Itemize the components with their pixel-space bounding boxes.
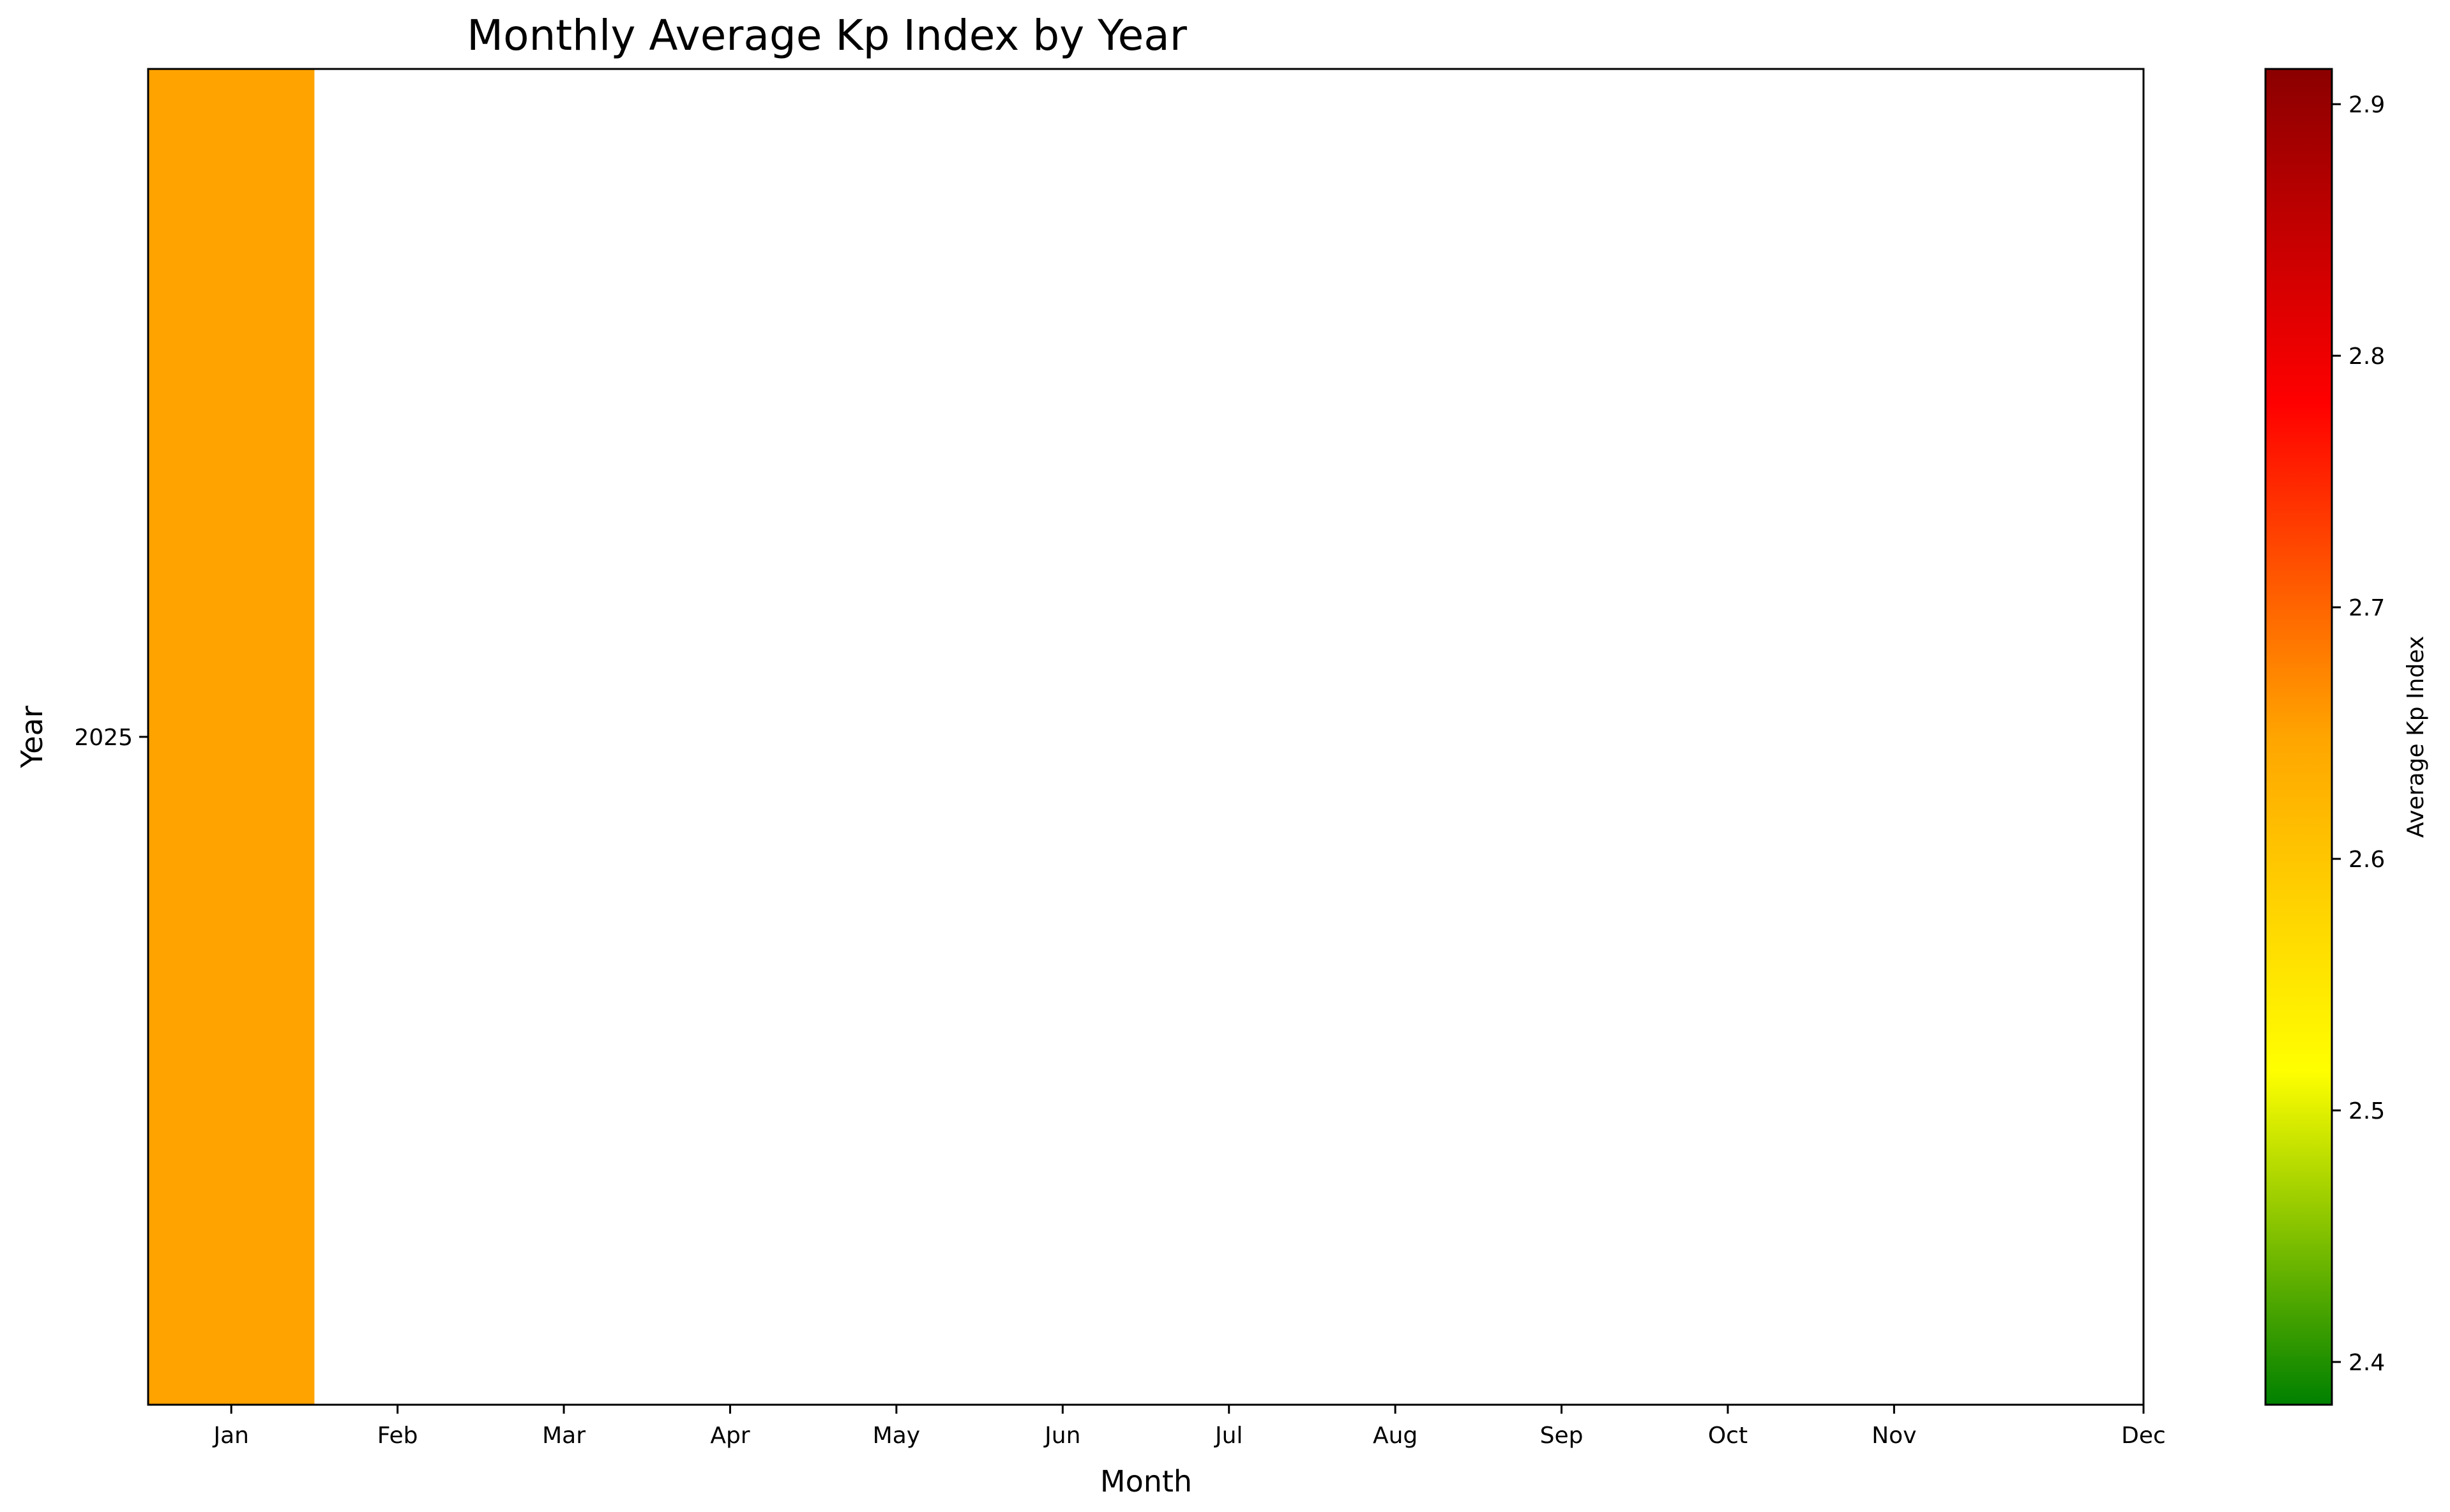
x-tick-label: Jul xyxy=(1214,1423,1243,1449)
x-axis-label: Month xyxy=(1100,1464,1192,1499)
x-tick-label: May xyxy=(873,1423,920,1449)
chart-title: Monthly Average Kp Index by Year xyxy=(467,11,1188,60)
heatmap-cells xyxy=(148,69,315,1405)
colorbar-tick-label: 2.8 xyxy=(2348,344,2385,370)
x-tick-label: Dec xyxy=(2121,1423,2166,1449)
x-tick-label: Nov xyxy=(1872,1423,1916,1449)
colorbar-gradient xyxy=(2264,68,2333,1406)
x-axis-ticks: Jan Feb Mar Apr May Jun Jul Aug Sep Oct Nov Dec xyxy=(212,1405,2166,1449)
y-axis-ticks: 2025 xyxy=(74,725,148,751)
x-tick-label: Aug xyxy=(1373,1423,1418,1449)
colorbar-tick-label: 2.6 xyxy=(2348,847,2385,873)
x-tick-label: Feb xyxy=(377,1423,418,1449)
colorbar-tick-label: 2.4 xyxy=(2348,1350,2385,1376)
colorbar-tick-label: 2.5 xyxy=(2348,1098,2385,1124)
x-tick-label: Jun xyxy=(1043,1423,1080,1449)
colorbar-tick-label: 2.7 xyxy=(2348,595,2385,621)
x-tick-label: Apr xyxy=(710,1423,750,1449)
colorbar-tick-label: 2.9 xyxy=(2348,92,2385,118)
colorbar-ticks: 2.4 2.5 2.6 2.7 2.8 2.9 xyxy=(2332,92,2385,1376)
x-tick-label: Sep xyxy=(1540,1423,1584,1449)
x-tick-label: Oct xyxy=(1708,1423,1748,1449)
colorbar: 2.4 2.5 2.6 2.7 2.8 2.9 Average Kp Index xyxy=(2264,68,2429,1406)
x-tick-label: Jan xyxy=(212,1423,249,1449)
x-tick-label: Mar xyxy=(542,1423,586,1449)
y-tick-label: 2025 xyxy=(74,725,133,751)
colorbar-label: Average Kp Index xyxy=(2403,636,2429,838)
heatmap-cell xyxy=(148,69,315,1405)
y-axis-label: Year xyxy=(15,706,49,768)
